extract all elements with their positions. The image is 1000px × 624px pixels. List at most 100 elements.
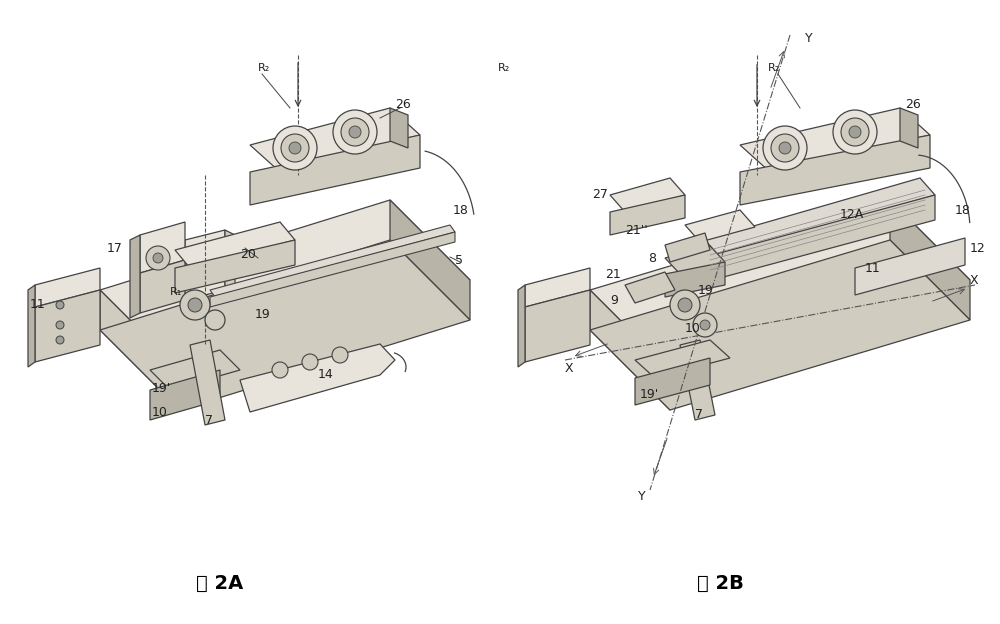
Circle shape (670, 290, 700, 320)
Circle shape (153, 253, 163, 263)
Circle shape (180, 290, 210, 320)
Circle shape (146, 246, 170, 270)
Circle shape (693, 313, 717, 337)
Text: 26: 26 (905, 99, 921, 112)
Polygon shape (100, 290, 180, 410)
Text: 19: 19 (255, 308, 271, 321)
Polygon shape (130, 235, 140, 318)
Polygon shape (185, 230, 225, 300)
Polygon shape (35, 290, 100, 362)
Text: R₂: R₂ (258, 63, 270, 73)
Polygon shape (240, 344, 395, 412)
Polygon shape (665, 233, 710, 262)
Circle shape (771, 134, 799, 162)
Circle shape (763, 126, 807, 170)
Circle shape (833, 110, 877, 154)
Polygon shape (150, 350, 240, 390)
Polygon shape (685, 210, 755, 242)
Polygon shape (390, 108, 408, 148)
Polygon shape (150, 370, 220, 420)
Polygon shape (175, 240, 295, 293)
Polygon shape (225, 230, 235, 295)
Polygon shape (680, 340, 715, 420)
Text: 11: 11 (30, 298, 46, 311)
Polygon shape (140, 222, 185, 273)
Text: 12A: 12A (840, 208, 864, 222)
Polygon shape (210, 225, 455, 297)
Text: 27: 27 (592, 188, 608, 202)
Circle shape (333, 110, 377, 154)
Text: 10: 10 (685, 321, 701, 334)
Polygon shape (28, 285, 35, 367)
Polygon shape (740, 135, 930, 205)
Circle shape (56, 301, 64, 309)
Polygon shape (250, 108, 420, 172)
Polygon shape (900, 108, 918, 148)
Text: 图 2B: 图 2B (697, 574, 743, 593)
Text: Y: Y (638, 489, 646, 502)
Text: 7: 7 (205, 414, 213, 426)
Circle shape (841, 118, 869, 146)
Text: 8: 8 (648, 251, 656, 265)
Circle shape (349, 126, 361, 138)
Polygon shape (190, 340, 225, 425)
Polygon shape (705, 195, 935, 282)
Text: 21: 21 (605, 268, 621, 281)
Text: 19': 19' (152, 381, 171, 394)
Text: 18: 18 (453, 203, 469, 217)
Text: 14: 14 (318, 369, 334, 381)
Polygon shape (100, 240, 470, 410)
Polygon shape (390, 200, 470, 320)
Text: 19': 19' (640, 389, 659, 401)
Polygon shape (590, 240, 970, 410)
Polygon shape (590, 290, 670, 410)
Polygon shape (635, 340, 730, 378)
Circle shape (849, 126, 861, 138)
Circle shape (272, 362, 288, 378)
Text: X: X (970, 273, 979, 286)
Polygon shape (610, 178, 685, 212)
Polygon shape (635, 358, 710, 405)
Circle shape (56, 321, 64, 329)
Circle shape (302, 354, 318, 370)
Text: 26: 26 (395, 99, 411, 112)
Text: 12: 12 (970, 241, 986, 255)
Polygon shape (590, 200, 970, 370)
Polygon shape (100, 200, 470, 370)
Polygon shape (855, 238, 965, 295)
Circle shape (289, 142, 301, 154)
Text: R₂: R₂ (498, 63, 510, 73)
Circle shape (205, 310, 225, 330)
Text: 17: 17 (107, 241, 123, 255)
Circle shape (779, 142, 791, 154)
Polygon shape (525, 290, 590, 362)
Text: 图 2A: 图 2A (196, 574, 244, 593)
Text: R₂: R₂ (768, 63, 780, 73)
Polygon shape (610, 195, 685, 235)
Text: 5: 5 (455, 253, 463, 266)
Circle shape (678, 298, 692, 312)
Text: 7: 7 (695, 409, 703, 421)
Text: 19: 19 (698, 283, 714, 296)
Text: Y: Y (805, 31, 813, 44)
Polygon shape (890, 200, 970, 320)
Text: R₁: R₁ (170, 287, 182, 297)
Circle shape (700, 320, 710, 330)
Circle shape (332, 347, 348, 363)
Polygon shape (525, 268, 590, 307)
Polygon shape (625, 272, 675, 303)
Polygon shape (250, 135, 420, 205)
Circle shape (56, 336, 64, 344)
Text: 9: 9 (610, 293, 618, 306)
Text: 21'': 21'' (625, 223, 648, 236)
Polygon shape (175, 222, 295, 268)
Polygon shape (665, 246, 725, 274)
Text: X: X (565, 361, 574, 374)
Polygon shape (140, 260, 185, 313)
Text: 18: 18 (955, 203, 971, 217)
Polygon shape (740, 108, 930, 172)
Polygon shape (518, 285, 525, 367)
Polygon shape (210, 232, 455, 307)
Polygon shape (665, 262, 725, 297)
Circle shape (273, 126, 317, 170)
